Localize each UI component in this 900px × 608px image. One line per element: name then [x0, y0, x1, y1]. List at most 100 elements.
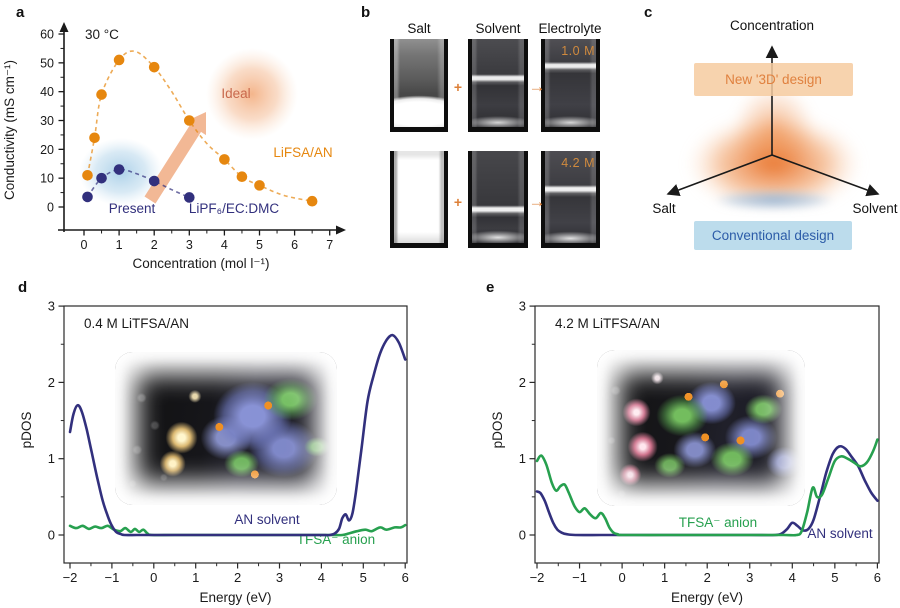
panel-e-label: e: [486, 279, 495, 296]
vial: [545, 151, 596, 243]
series-curve-AN solvent: [68, 333, 407, 537]
new-3d-design-badge: New '3D' design: [694, 63, 853, 96]
column-header-electrolyte: Electrolyte: [538, 21, 602, 36]
electrolyte-photo-dilute: 1.0 M: [541, 39, 600, 132]
data-point: [89, 132, 100, 144]
y-axis-arrow: [59, 22, 69, 32]
ideal-glow: [206, 48, 298, 140]
data-point: [306, 195, 318, 207]
solvent-photo-concentrated: [468, 151, 528, 248]
salt-axis: [666, 154, 773, 197]
y-tick-label: 10: [40, 172, 54, 186]
y-tick-label: 2: [48, 375, 55, 390]
x-tick-label: 6: [291, 238, 298, 252]
panel-d-label: d: [18, 279, 28, 296]
data-point: [148, 61, 160, 73]
data-point: [82, 169, 93, 181]
x-axis-title: Energy (eV): [199, 590, 271, 605]
electrolyte-photo-concentrated: 4.2 M: [541, 151, 600, 248]
pdos-chart-dilute: 0 1 2 3 −2 −1 0 1 2 3 4 5 6 Energy (eV) pDOS 0.4 M LiTF…: [19, 299, 409, 605]
y-axis-title: pDOS: [19, 412, 34, 449]
vial: [472, 151, 524, 243]
pdos-chart-concentrated: 0 1 2 3 −2 −1 0 1 2 3 4 5 6 Energy (eV) pDOS 4.2 M LiTF…: [490, 299, 881, 605]
x-tick-label: 5: [256, 238, 263, 252]
ticks: [58, 33, 331, 236]
y-axis-title: pDOS: [490, 412, 505, 449]
panel-c-label: c: [644, 4, 653, 21]
x-tick-label: 1: [192, 570, 199, 585]
vial: [472, 39, 524, 127]
arrow-right-icon: →: [528, 77, 546, 96]
conductivity-chart: 0 10 20 30 40 50 60 0 1 2 3 4 5 6 7 Concentration (mol …: [2, 22, 346, 271]
x-tick-label: 1: [661, 570, 668, 585]
data-point: [148, 175, 160, 187]
data-point: [82, 191, 93, 203]
y-axis-title: Conductivity (mS cm⁻¹): [2, 60, 17, 200]
column-header-salt: Salt: [407, 21, 431, 36]
x-axis-arrow: [336, 225, 346, 235]
y-tick-label: 3: [48, 299, 55, 314]
series-label: LiPF₆/EC:DMC: [189, 201, 279, 216]
panel-b-label: b: [361, 4, 371, 21]
y-tick-label: 0: [519, 528, 526, 543]
conventional-plane-glow: [700, 188, 848, 212]
panel-a-label: a: [16, 4, 25, 21]
x-tick-label: 2: [704, 570, 711, 585]
plus-icon: +: [453, 194, 463, 210]
salt-axis-label: Salt: [652, 201, 676, 216]
plot-frame: [63, 305, 408, 564]
salt-photo-dilute: [390, 39, 448, 132]
plus-icon: +: [453, 79, 463, 95]
x-tick-label: 3: [276, 570, 283, 585]
data-point: [184, 192, 195, 203]
y-tick-label: 1: [48, 451, 55, 466]
salt-photo-concentrated: [390, 151, 448, 248]
vial: [394, 151, 444, 243]
improvement-arrow: [144, 112, 206, 204]
x-tick-label: 0: [150, 570, 157, 585]
x-tick-label: −2: [530, 570, 545, 585]
x-tick-label: 1: [116, 238, 123, 252]
annotation-ideal: Ideal: [221, 86, 250, 101]
x-tick-label: 4: [221, 238, 228, 252]
x-tick-label: −1: [572, 570, 587, 585]
data-point: [96, 89, 107, 100]
data-point: [254, 180, 265, 191]
x-tick-label: 2: [151, 238, 158, 252]
series-curve-TFSA⁻ anion: [535, 438, 879, 537]
solvent-axis: [771, 154, 880, 197]
solvent-photo-dilute: [468, 39, 528, 132]
x-tick-label: 3: [186, 238, 193, 252]
x-tick-label: −2: [63, 570, 78, 585]
x-tick-label: 0: [81, 238, 88, 252]
x-tick-label: 5: [360, 570, 367, 585]
x-tick-label: −1: [104, 570, 119, 585]
y-tick-label: 30: [40, 114, 54, 128]
annotation-present: Present: [109, 201, 156, 216]
y-tick-label: 40: [40, 85, 54, 99]
axes: [58, 30, 338, 232]
y-tick-label: 0: [48, 528, 55, 543]
series-label: TFSA⁻ anion: [679, 515, 757, 530]
design-space-glow: [683, 86, 865, 204]
y-tick-label: 0: [47, 201, 54, 215]
series-label: LiFSA/AN: [273, 145, 332, 160]
vial: [545, 39, 596, 127]
series-label: AN solvent: [807, 526, 873, 541]
md-snapshot-concentrated: [597, 350, 805, 506]
data-point: [184, 115, 195, 126]
ticks: [529, 305, 878, 569]
data-point: [113, 54, 125, 66]
x-axis-title: Energy (eV): [671, 590, 743, 605]
y-tick-label: 60: [40, 28, 54, 42]
concentration-badge: 1.0 M: [561, 44, 595, 58]
y-tick-label: 20: [40, 143, 54, 157]
temperature-annotation: 30 °C: [85, 27, 119, 42]
data-point: [96, 172, 107, 184]
y-tick-label: 1: [519, 451, 526, 466]
concentration-badge: 4.2 M: [561, 156, 595, 170]
x-tick-label: 4: [318, 570, 325, 585]
concentration-axis-label: Concentration: [729, 18, 815, 33]
conventional-design-badge: Conventional design: [694, 221, 852, 250]
x-tick-label: 5: [831, 570, 838, 585]
